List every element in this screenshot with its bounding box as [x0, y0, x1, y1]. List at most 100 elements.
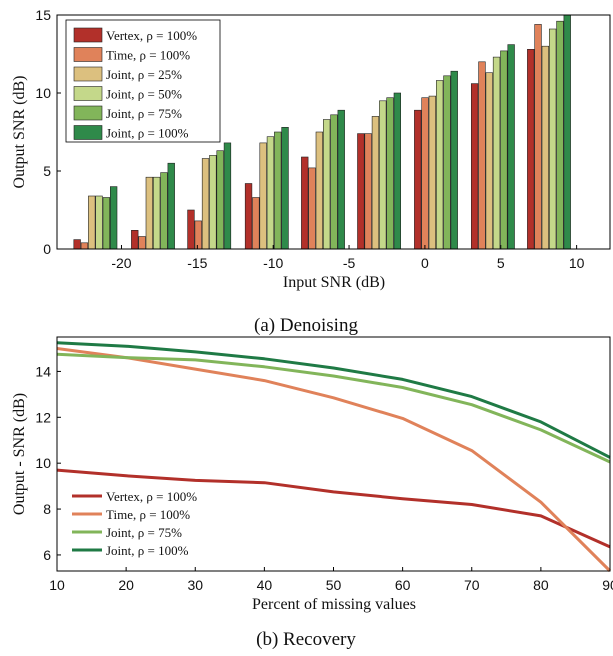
y-tick-label-10: 10	[35, 85, 51, 101]
bar-vertex-100-3	[244, 183, 253, 250]
x-tick-label-20: 20	[118, 577, 134, 593]
denoising-x-ticks: -20 -15 -10 -5 0 5 10	[111, 245, 585, 271]
recovery-legend: Vertex, ρ = 100% Time, ρ = 100% Joint, ρ =…	[66, 484, 222, 564]
y-tick-label-14: 14	[35, 363, 51, 379]
x-tick-label-5: 5	[497, 255, 505, 271]
y-tick-label-15: 15	[35, 7, 51, 23]
bar-joint-25-3	[259, 142, 267, 250]
bar-joint-75-2	[216, 150, 224, 250]
bar-joint-75-7	[500, 50, 508, 250]
bar-joint-50-6	[435, 80, 444, 250]
x-tick-label-40: 40	[257, 577, 273, 593]
legend-label-joint-100: Joint, ρ = 100%	[106, 126, 189, 141]
bar-joint-25-8	[541, 45, 549, 250]
bar-joint-25-5	[371, 116, 380, 250]
bar-joint-100-5	[393, 92, 401, 250]
bar-vertex-100-7	[470, 83, 479, 250]
denoising-y-ticks: 0 5 10 15	[35, 7, 61, 257]
denoising-bars	[73, 14, 571, 250]
denoising-plot-frame	[56, 14, 611, 250]
recovery-y-axis-label: Output - SNR (dB)	[11, 393, 28, 515]
bar-joint-50-8	[548, 28, 557, 250]
bar-joint-50-4	[322, 119, 331, 250]
y-tick-label-12: 12	[35, 409, 51, 425]
bar-time-100-4	[308, 167, 316, 250]
bar-joint-50-1	[153, 176, 161, 250]
bar-time-100-7	[478, 61, 486, 250]
bar-joint-100-8	[563, 14, 571, 250]
bar-joint-75-5	[386, 97, 394, 250]
line-vertex-100	[56, 468, 611, 549]
x-tick-label-10: 10	[569, 255, 585, 271]
bar-time-100-2	[194, 220, 202, 250]
bar-time-100-5	[364, 133, 372, 250]
legend-swatch-joint-50	[73, 86, 103, 101]
x-tick-label-15: -15	[187, 255, 207, 271]
recovery-x-ticks: 10 20 30 40 50 60 70 80 90	[49, 567, 613, 593]
recovery-y-ticks: 6 8 10 12 14	[35, 363, 61, 563]
bar-joint-75-8	[556, 20, 564, 250]
bar-joint-100-2	[223, 142, 232, 250]
line-joint-75	[56, 352, 611, 464]
bar-joint-100-4	[337, 109, 345, 250]
bar-joint-50-3	[266, 136, 275, 250]
bar-joint-50-0	[95, 195, 103, 250]
bar-joint-25-1	[145, 176, 153, 250]
bar-joint-50-5	[379, 100, 387, 250]
bar-joint-25-4	[315, 131, 323, 250]
y-tick-label-8: 8	[43, 501, 51, 517]
denoising-legend: Vertex, ρ = 100% Time, ρ = 100% Joint, ρ =…	[65, 19, 221, 143]
legend-swatch-joint-100	[73, 125, 103, 140]
legend-label-joint-25: Joint, ρ = 25%	[106, 67, 182, 82]
denoising-y-axis-label: Output SNR (dB)	[11, 76, 28, 189]
bar-joint-25-7	[485, 72, 493, 250]
bar-joint-25-6	[428, 95, 436, 250]
x-tick-label-70: 70	[464, 577, 480, 593]
bar-joint-100-0	[110, 186, 118, 250]
x-tick-label-60: 60	[395, 577, 411, 593]
legend-swatch-joint-75	[73, 105, 103, 121]
bar-joint-75-0	[102, 197, 110, 250]
x-tick-label-20: -20	[111, 255, 131, 271]
bar-joint-25-0	[88, 195, 96, 250]
legend-label-time-100: Time, ρ = 100%	[106, 48, 190, 63]
legend-label-vertex-100: Vertex, ρ = 100%	[106, 489, 197, 504]
bar-joint-75-4	[330, 114, 338, 250]
recovery-caption: (b) Recovery	[256, 629, 356, 650]
bar-joint-75-3	[274, 131, 282, 250]
bar-time-100-3	[252, 197, 260, 250]
bar-vertex-100-5	[357, 133, 365, 250]
bar-vertex-100-8	[527, 48, 535, 250]
legend-label-vertex-100: Vertex, ρ = 100%	[106, 28, 197, 43]
y-tick-label-5: 5	[43, 163, 51, 179]
x-tick-label-90: 90	[602, 577, 613, 593]
bar-joint-100-3	[281, 127, 289, 250]
line-joint-100	[56, 341, 611, 459]
bar-time-100-0	[80, 242, 89, 250]
legend-swatch-vertex-100	[73, 27, 103, 43]
bar-joint-100-6	[450, 70, 458, 250]
recovery-panel: 6 8 10 12 14 10 20 30 40 50 60 70 80 90 Vertex, ρ = …	[11, 336, 613, 650]
legend-label-joint-75: Joint, ρ = 75%	[106, 525, 182, 540]
bar-vertex-100-2	[187, 209, 195, 250]
denoising-x-axis-label: Input SNR (dB)	[283, 274, 385, 291]
bar-vertex-100-1	[131, 230, 139, 250]
bar-joint-100-7	[507, 44, 515, 250]
legend-swatch-joint-25	[73, 66, 103, 82]
bar-joint-25-2	[201, 158, 210, 250]
denoising-caption: (a) Denoising	[254, 315, 358, 336]
denoising-panel: 0 5 10 15 -20 -15 -10 -5 0 5 10 Vertex, ρ = 100% T…	[11, 7, 611, 336]
legend-label-joint-75: Joint, ρ = 75%	[106, 106, 182, 121]
x-tick-label-30: 30	[187, 577, 203, 593]
x-tick-label-5: -5	[343, 255, 356, 271]
bar-time-100-1	[138, 236, 146, 250]
legend-label-joint-50: Joint, ρ = 50%	[106, 87, 182, 102]
line-time-100	[56, 347, 612, 573]
y-tick-label-0: 0	[43, 241, 51, 257]
bar-vertex-100-6	[414, 109, 422, 250]
y-tick-label-10: 10	[35, 455, 51, 471]
recovery-lines	[56, 341, 612, 573]
x-tick-label-80: 80	[533, 577, 549, 593]
bar-time-100-8	[534, 24, 542, 250]
